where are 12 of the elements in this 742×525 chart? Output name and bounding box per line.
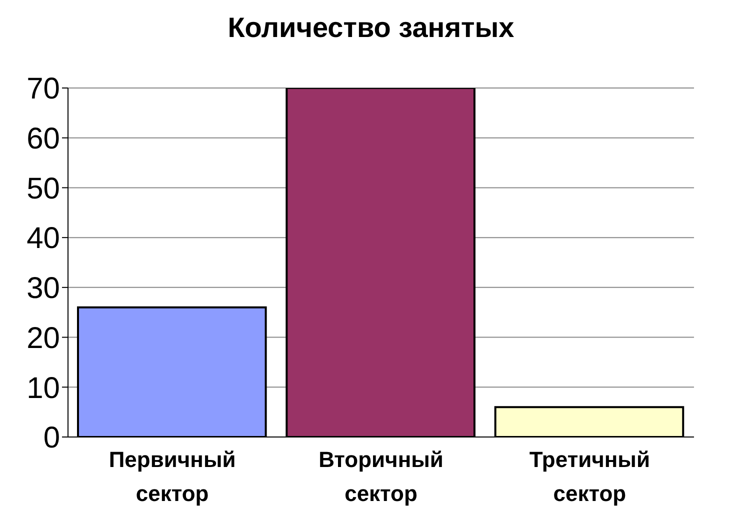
y-tick-label: 20 [26, 322, 60, 355]
chart-title: Количество занятых [226, 11, 516, 45]
x-tick-label: Вторичный сектор [318, 447, 444, 506]
y-tick-label: 50 [26, 172, 60, 206]
y-tick-label: 60 [26, 122, 60, 156]
x-tick-label: Третичный сектор [529, 447, 650, 506]
x-tick-label: Первичный сектор [108, 447, 236, 506]
y-tick-label: 40 [26, 222, 60, 256]
y-tick-label: 30 [26, 272, 60, 306]
y-tick-label: 70 [26, 72, 60, 106]
y-tick-label: 0 [43, 422, 60, 455]
y-tick-label: 10 [26, 372, 60, 405]
